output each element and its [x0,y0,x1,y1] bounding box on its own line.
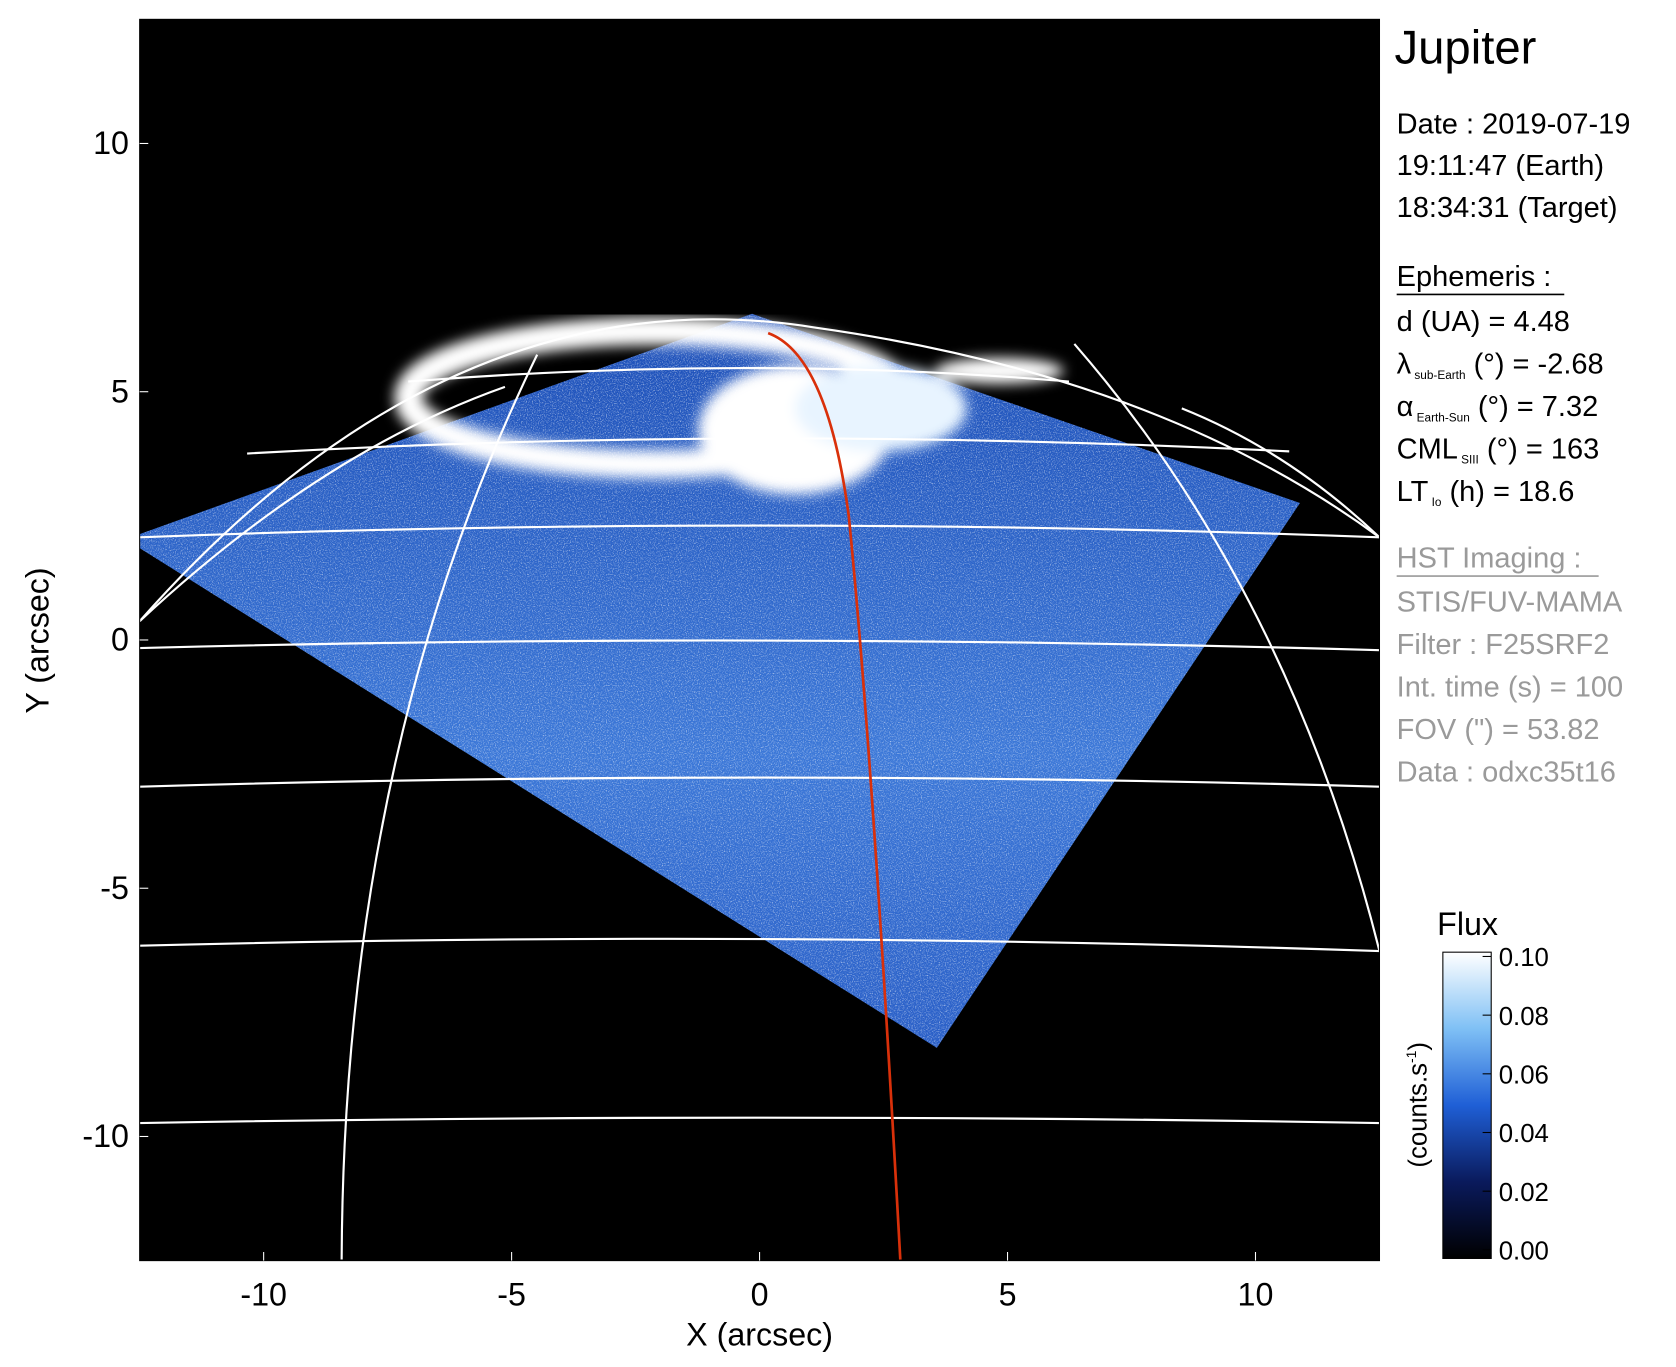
ephemeris-symbol: α [1397,391,1414,423]
ephemeris-sub: SIII [1461,453,1479,467]
ephemeris-sub: sub-Earth [1414,368,1465,382]
ephemeris-item: CML SIII (°) = 163 [1397,433,1600,466]
ephemeris-symbol: CML [1397,433,1458,465]
colorbar-label-sup: -1 [1403,1050,1419,1063]
imaging-line: Filter : F25SRF2 [1397,629,1610,661]
colorbar [1442,951,1492,1259]
imaging-line: Data : odxc35t16 [1397,756,1616,788]
colorbar-label-end: ) [1405,1042,1433,1051]
imaging-line: STIS/FUV-MAMA [1397,586,1623,618]
info-panel: Date : 2019-07-19 19:11:47 (Earth) 18:34:3… [1397,108,1631,788]
ephemeris-rest: (°) = 163 [1479,433,1599,465]
imaging-heading: HST Imaging : [1397,542,1582,574]
info-title: Jupiter [1395,21,1537,74]
date-line: 19:11:47 (Earth) [1397,150,1604,182]
x-tick-label: -5 [497,1277,526,1313]
ephemeris-item: λ sub-Earth (°) = -2.68 [1397,348,1604,381]
colorbar-tick-label: 0.06 [1499,1061,1549,1089]
y-axis-label: Y (arcsec) [19,567,55,713]
ephemeris-item: d (UA) = 4.48 [1397,306,1570,338]
date-line: Date : 2019-07-19 [1397,108,1631,140]
colorbar-label-text: (counts.s [1405,1063,1433,1168]
central-meridian [767,331,902,1260]
colorbar-tick-label: 0.10 [1499,944,1549,972]
colorbar-tick-label: 0.02 [1499,1179,1549,1207]
ephemeris-symbol: λ [1397,348,1412,380]
y-tick-label: 10 [93,125,129,161]
ephemeris-item: LT Io (h) = 18.6 [1397,476,1575,509]
y-tick-label: -5 [100,870,129,906]
colorbar-tick-label: 0.04 [1499,1120,1549,1148]
y-tick-label: 0 [111,622,129,658]
y-tick-label: -10 [82,1118,129,1154]
ephemeris-rest: (h) = 18.6 [1441,476,1574,508]
x-tick-label: -10 [240,1277,287,1313]
x-tick-label: 10 [1238,1277,1274,1313]
x-axis-label: X (arcsec) [686,1317,833,1353]
planet-grid [139,318,1380,1260]
ephemeris-sub: Io [1432,495,1442,509]
colorbar-title: Flux [1437,906,1498,942]
date-line: 18:34:31 (Target) [1397,192,1618,224]
ephemeris-sub: Earth-Sun [1417,410,1470,424]
ephemeris-item: α Earth-Sun (°) = 7.32 [1397,391,1599,424]
imaging-line: Int. time (s) = 100 [1397,671,1623,703]
ephemeris-rest: (°) = -2.68 [1466,348,1604,380]
ephemeris-rest: (°) = 7.32 [1470,391,1598,423]
x-tick-label: 0 [751,1277,769,1313]
image-area [139,19,1380,1261]
y-tick-label: 5 [111,373,129,409]
colorbar-tick-label: 0.08 [1499,1003,1549,1031]
ephemeris-symbol: d (UA) = 4.48 [1397,306,1570,338]
colorbar-label: (counts.s-1) [1403,1042,1433,1168]
imaging-line: FOV (") = 53.82 [1397,714,1600,746]
ephemeris-symbol: LT [1397,476,1429,508]
colorbar-tick-label: 0.00 [1499,1238,1549,1266]
ephemeris-heading: Ephemeris : [1397,261,1552,293]
x-tick-label: 5 [999,1277,1017,1313]
fov-noise [139,313,1300,1048]
aurora [394,317,1064,495]
